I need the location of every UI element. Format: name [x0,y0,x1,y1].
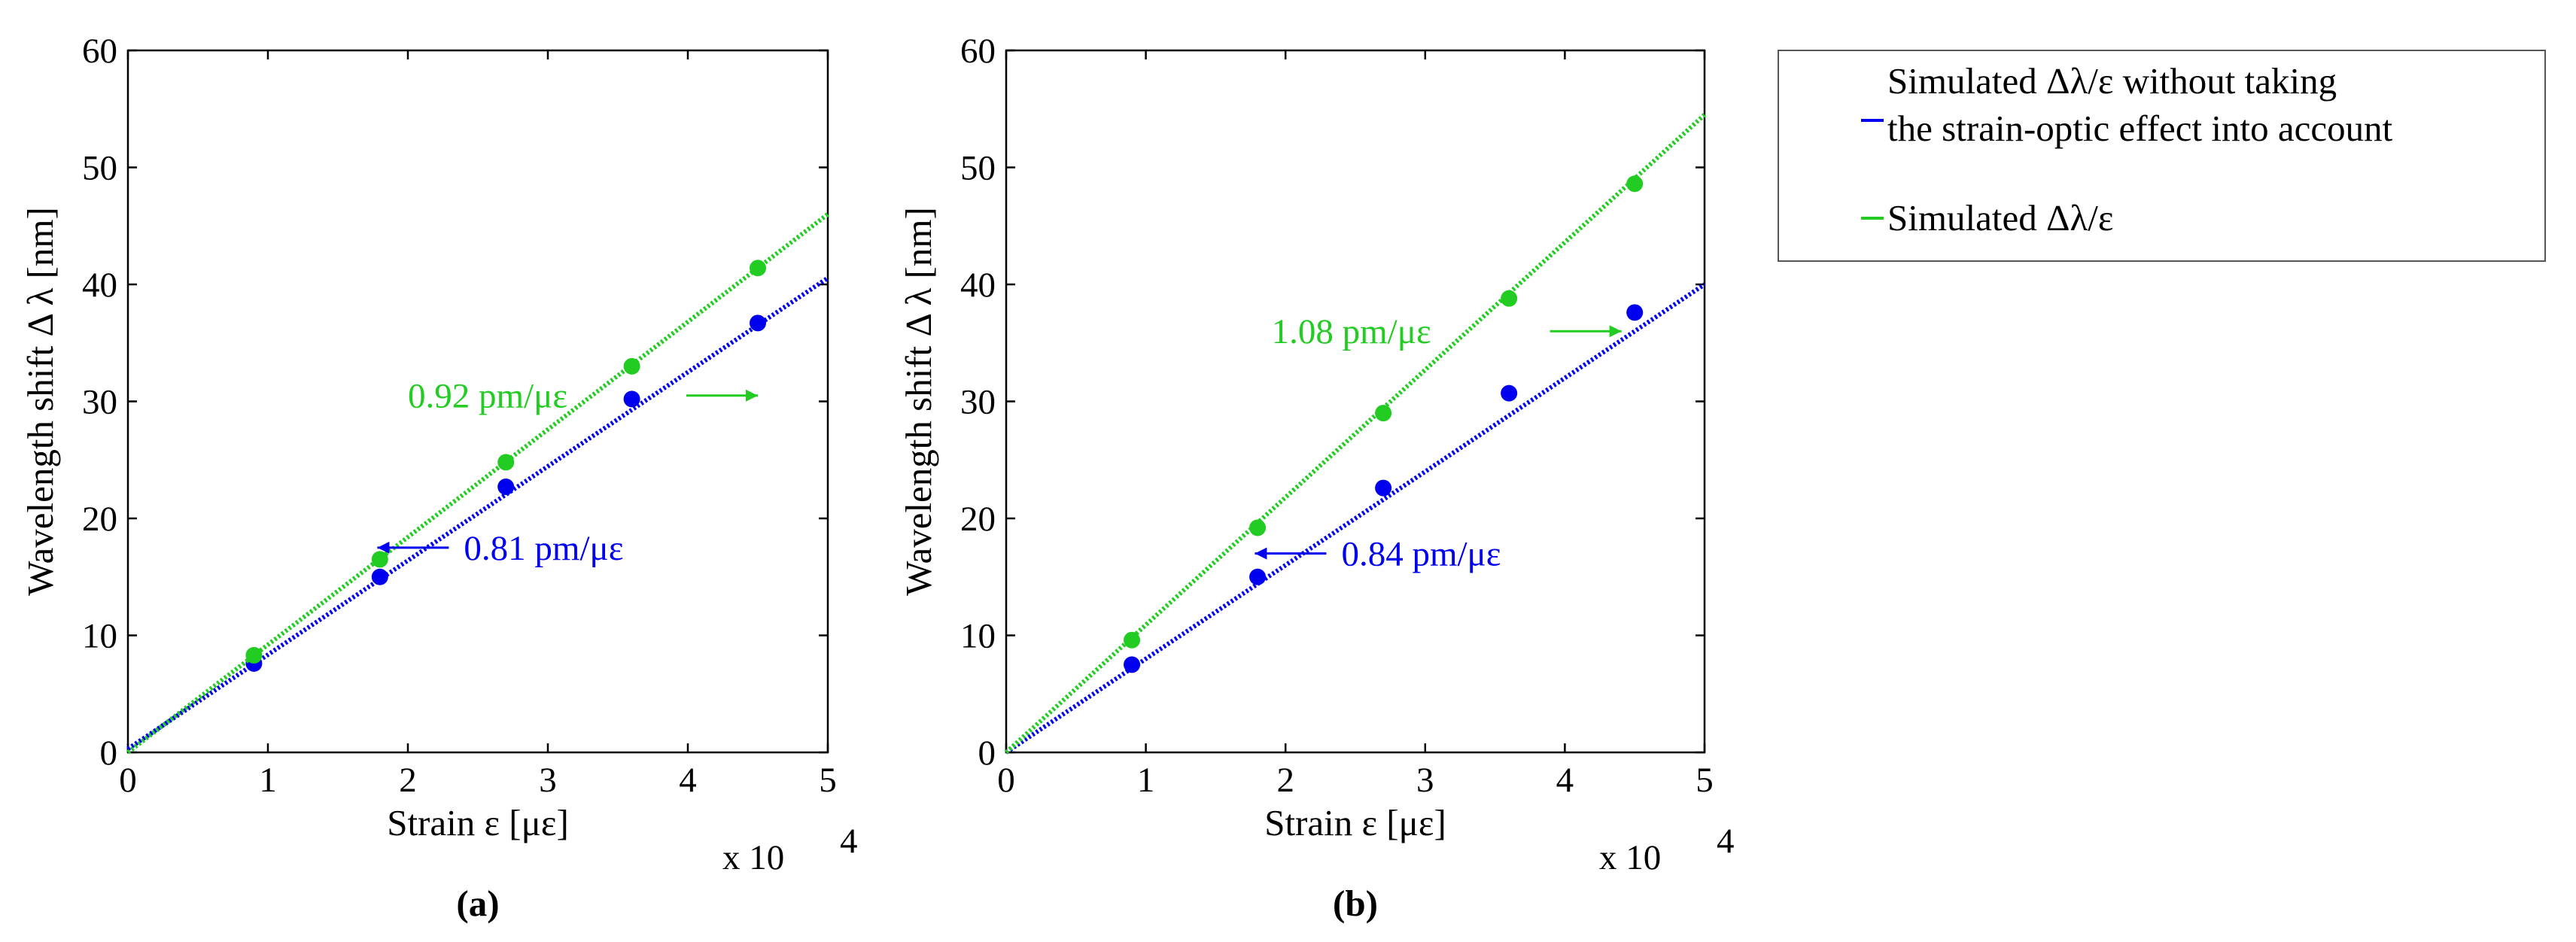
data-point-series-1 [1249,519,1267,536]
x-multiplier-label: x 10 [722,838,784,877]
y-tick-label: 40 [960,266,996,305]
series-fit-line-1 [126,212,829,755]
annotation-arrow-head [1255,547,1267,560]
data-point-series-0 [1501,384,1518,402]
annotation-arrow-head [1609,325,1622,338]
y-axis-label: Wavelength shift Δ λ [nm] [898,207,939,596]
x-tick-label: 2 [399,761,417,800]
data-point-series-0 [750,315,766,332]
x-tick-label: 2 [1276,761,1294,800]
slope-annotation: 0.92 pm/με [408,377,567,416]
data-point-series-1 [1626,175,1644,193]
x-tick-label: 3 [539,761,557,800]
y-tick-label: 50 [960,149,996,188]
legend-label: Simulated Δλ/ε without taking [1887,60,2337,102]
y-tick-label: 50 [82,149,117,188]
x-tick-label: 0 [997,761,1015,800]
y-tick-label: 30 [82,383,117,422]
series-fit-line-0 [126,275,829,751]
y-tick-label: 10 [82,617,117,656]
slope-annotation: 0.84 pm/με [1341,535,1501,574]
x-multiplier-label: x 10 [1599,838,1661,877]
x-tick-label: 3 [1416,761,1434,800]
x-axis-label: Strain ε [με] [387,802,569,843]
x-tick-label: 5 [819,761,837,800]
data-point-series-1 [1375,405,1392,422]
data-point-series-0 [1626,304,1644,321]
x-tick-label: 1 [1137,761,1155,800]
y-tick-label: 10 [960,617,996,656]
data-point-series-0 [1249,568,1267,585]
x-multiplier-exponent: 4 [840,822,858,861]
data-point-series-1 [371,551,388,568]
data-point-series-0 [623,390,640,408]
slope-annotation: 0.81 pm/με [464,529,623,568]
series-fit-line-1 [1004,113,1707,755]
y-tick-label: 0 [978,734,996,773]
plot-frame [1005,49,1706,754]
legend-label-line2: the strain-optic effect into account [1887,108,2393,149]
legend-box [1778,50,2546,262]
y-tick-label: 0 [100,734,118,773]
y-tick-label: 60 [82,32,117,71]
y-tick-label: 20 [960,500,996,539]
x-axis-label: Strain ε [με] [1264,802,1446,843]
x-multiplier-exponent: 4 [1717,822,1735,861]
panel-label: (a) [456,883,499,924]
y-axis-label: Wavelength shift Δ λ [nm] [20,207,61,596]
x-tick-label: 4 [679,761,697,800]
slope-annotation: 1.08 pm/με [1272,312,1431,351]
x-tick-label: 1 [259,761,277,800]
y-tick-label: 30 [960,383,996,422]
annotation-arrow-head [746,389,758,402]
data-point-series-1 [623,357,640,375]
data-point-series-0 [497,479,515,496]
x-tick-label: 5 [1696,761,1714,800]
panel-label: (b) [1333,883,1378,924]
legend-label: Simulated Δλ/ε [1887,197,2113,239]
data-point-series-0 [1124,656,1141,673]
annotation-arrow-head [377,541,390,554]
legend: Simulated Δλ/ε without taking the strain-… [1778,50,2546,262]
y-tick-label: 40 [82,266,117,305]
data-point-series-1 [1501,290,1518,307]
x-tick-label: 0 [119,761,137,800]
data-point-series-1 [245,646,263,664]
data-point-series-1 [497,454,515,471]
data-point-series-0 [1375,479,1392,497]
data-point-series-0 [371,568,388,585]
data-point-series-1 [750,260,766,277]
y-tick-label: 60 [960,32,996,71]
series-fit-line-0 [1005,282,1706,755]
y-tick-label: 20 [82,500,117,539]
data-point-series-1 [1124,631,1141,649]
x-tick-label: 4 [1556,761,1574,800]
